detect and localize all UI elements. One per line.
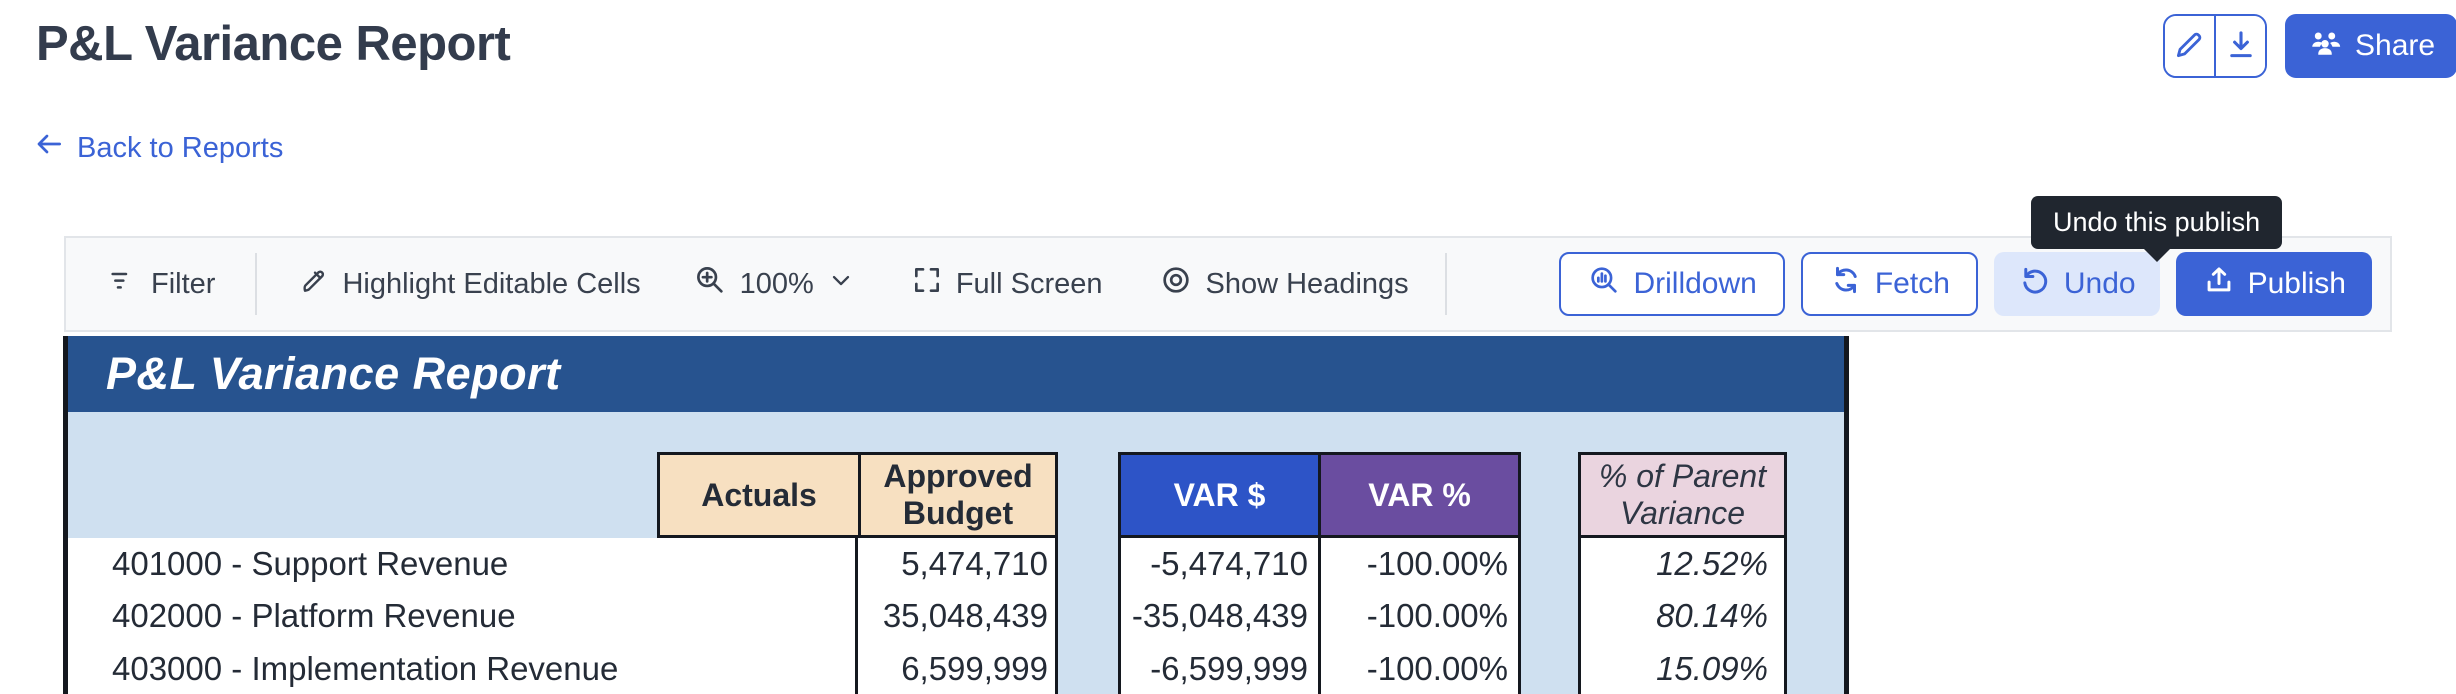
- users-icon: [2307, 24, 2343, 68]
- zoom-control[interactable]: 100%: [693, 263, 855, 305]
- zoom-level-value: 100%: [739, 267, 814, 300]
- publish-button[interactable]: Publish: [2175, 252, 2372, 316]
- filter-label: Filter: [151, 267, 216, 300]
- highlighter-icon: [297, 264, 329, 304]
- drilldown-button[interactable]: Drilldown: [1559, 252, 1785, 316]
- column-header-parent-variance: % of Parent Variance: [1578, 452, 1787, 538]
- approved-budget-cell[interactable]: 6,599,999: [901, 650, 1048, 687]
- toolbar-divider: [1444, 253, 1447, 315]
- fetch-button[interactable]: Fetch: [1800, 252, 1978, 316]
- column-header-var-percent: VAR %: [1318, 452, 1521, 538]
- undo-label: Undo: [2063, 267, 2136, 300]
- parent-variance-cell[interactable]: 12.52%: [1656, 545, 1768, 582]
- table-body-block-parent: [1578, 538, 1787, 694]
- arrow-left-icon: [33, 128, 65, 168]
- eye-target-icon: [1159, 263, 1193, 305]
- column-border: [855, 538, 858, 694]
- share-label: Share: [2355, 29, 2436, 62]
- var-percent-cell[interactable]: -100.00%: [1366, 545, 1508, 582]
- show-headings-button[interactable]: Show Headings: [1159, 263, 1409, 305]
- full-screen-button[interactable]: Full Screen: [911, 264, 1103, 304]
- undo-button[interactable]: Undo: [1993, 252, 2160, 316]
- fetch-label: Fetch: [1874, 267, 1950, 300]
- show-headings-label: Show Headings: [1205, 267, 1409, 300]
- drilldown-label: Drilldown: [1633, 267, 1757, 300]
- table-body-block-variance: [1118, 538, 1521, 694]
- var-dollar-cell[interactable]: -6,599,999: [1150, 650, 1308, 687]
- header-actions: Share: [2163, 14, 2456, 78]
- column-header-actuals: Actuals: [657, 452, 861, 538]
- table-body-block-labels: [68, 538, 1058, 694]
- page-title: P&L Variance Report: [36, 17, 511, 71]
- column-header-var-dollar: VAR $: [1118, 452, 1321, 538]
- back-link-label: Back to Reports: [77, 131, 284, 164]
- magnifier-plus-icon: [693, 263, 727, 305]
- report-grid: P&L Variance Report Actuals Approved Bud…: [63, 336, 1849, 694]
- filter-lines-icon: [106, 264, 138, 304]
- edit-download-button-group: [2163, 14, 2267, 78]
- parent-variance-cell[interactable]: 15.09%: [1656, 650, 1768, 687]
- approved-budget-cell[interactable]: 5,474,710: [901, 545, 1048, 582]
- download-icon: [2224, 28, 2258, 65]
- report-title-text: P&L Variance Report: [106, 348, 561, 399]
- var-dollar-cell[interactable]: -5,474,710: [1150, 545, 1308, 582]
- button-group-divider: [2213, 16, 2217, 76]
- share-button[interactable]: Share: [2285, 14, 2456, 78]
- var-percent-cell[interactable]: -100.00%: [1366, 597, 1508, 634]
- report-title-bar: P&L Variance Report: [68, 336, 1844, 412]
- edit-button[interactable]: [2165, 16, 2214, 76]
- column-border: [1318, 538, 1321, 694]
- toolbar-actions: Drilldown Fetch Undo Publish: [1559, 252, 2390, 316]
- undo-tooltip: Undo this publish: [2031, 196, 2283, 262]
- parent-variance-cell[interactable]: 80.14%: [1656, 597, 1768, 634]
- chevron-down-icon: [827, 266, 855, 302]
- highlight-editable-cells-button[interactable]: Highlight Editable Cells: [297, 264, 641, 304]
- column-header-approved-budget: Approved Budget: [858, 452, 1058, 538]
- row-label[interactable]: 402000 - Platform Revenue: [112, 597, 516, 634]
- undo-arrow-icon: [2018, 263, 2052, 305]
- upload-icon: [2202, 263, 2236, 305]
- undo-tooltip-text: Undo this publish: [2053, 207, 2261, 237]
- pencil-icon: [2172, 28, 2206, 65]
- tooltip-arrow: [2142, 248, 2171, 262]
- magnifier-chart-icon: [1587, 263, 1621, 305]
- row-label[interactable]: 403000 - Implementation Revenue: [112, 650, 619, 687]
- refresh-icon: [1829, 263, 1863, 305]
- row-label[interactable]: 401000 - Support Revenue: [112, 545, 509, 582]
- toolbar-divider: [255, 253, 258, 315]
- highlight-label: Highlight Editable Cells: [342, 267, 641, 300]
- filter-button[interactable]: Filter: [106, 264, 215, 304]
- report-toolbar: Filter Highlight Editable Cells 100% Ful…: [64, 236, 2392, 332]
- var-percent-cell[interactable]: -100.00%: [1366, 650, 1508, 687]
- publish-label: Publish: [2247, 267, 2346, 300]
- var-dollar-cell[interactable]: -35,048,439: [1131, 597, 1308, 634]
- download-button[interactable]: [2216, 16, 2265, 76]
- approved-budget-cell[interactable]: 35,048,439: [882, 597, 1048, 634]
- fullscreen-corners-icon: [911, 264, 943, 304]
- back-to-reports-link[interactable]: Back to Reports: [33, 128, 283, 168]
- full-screen-label: Full Screen: [955, 267, 1103, 300]
